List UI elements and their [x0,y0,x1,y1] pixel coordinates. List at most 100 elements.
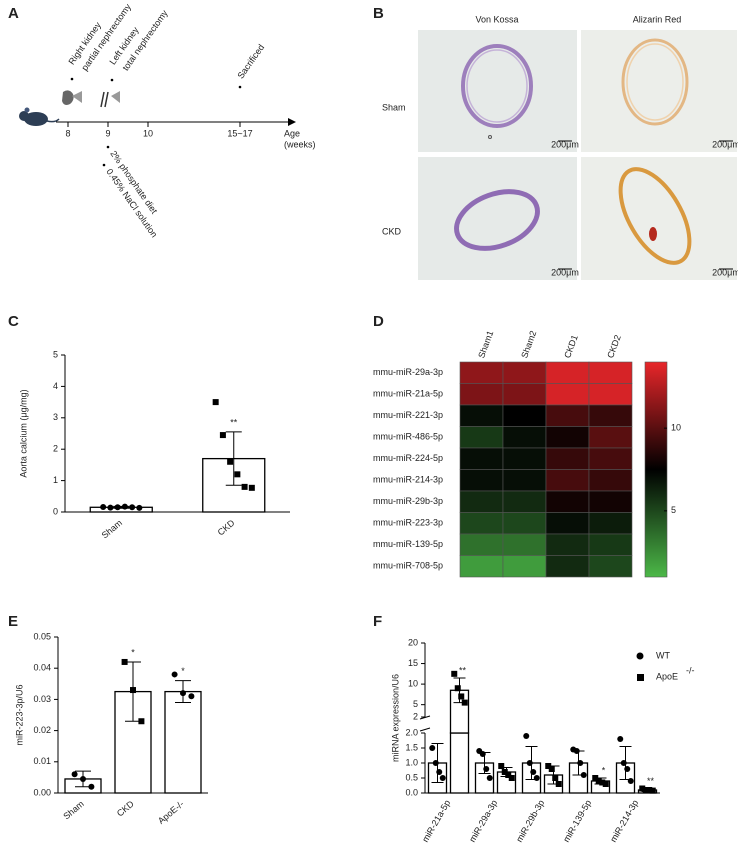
heatmap-cell [588,512,633,535]
x-tick-label: Sham [100,518,124,541]
data-point [234,471,241,478]
heatmap-cell [545,404,590,427]
x-tick-label: miR-29b-3p [514,798,546,844]
data-point [548,766,555,772]
y-tick-label: 0.05 [33,631,51,641]
data-point [439,775,446,781]
y-tick-label: 0.5 [405,772,418,782]
y-tick-label: 0.00 [33,787,51,797]
x-tick-label: Sham [61,799,85,822]
data-point [599,779,606,786]
data-point [432,760,439,766]
timeline-tick-label: 8 [65,128,70,138]
scale-bar-label: 200μm [551,139,579,149]
data-point [429,745,436,751]
data-point [451,670,458,677]
heatmap-cell [545,361,590,384]
data-point [592,775,599,781]
data-point [580,772,587,778]
heatmap-cell [502,426,547,449]
x-tick-label: miR-21a-5p [420,798,452,844]
row-label: mmu-miR-221-3p [373,410,443,420]
column-label: CKD1 [562,334,580,360]
bar [164,690,202,794]
legend-label: ApoE [656,671,678,681]
data-point [508,775,515,781]
colorbar-tick-label: 5 [671,505,676,515]
data-point [595,778,602,784]
error-bar [225,431,242,486]
significance: * [602,765,606,775]
timeline-dot [102,163,106,167]
heatmap-cell [545,512,590,535]
heatmap-cell [588,383,633,406]
timeline-arrow [288,118,296,126]
timeline-tick-label: 9 [105,128,110,138]
heatmap-cell [588,533,633,556]
significance: ** [647,776,655,786]
data-point [498,763,505,769]
data-point [624,766,631,772]
y-tick-label: 3 [53,412,58,422]
y-tick-label: 0.0 [405,787,418,797]
data-point [620,760,627,766]
panel-label: F [373,613,382,630]
histology-image [581,30,737,152]
data-point [248,484,255,491]
heatmap-cell [502,512,547,535]
mouse-icon [19,107,60,126]
column-label: Sham1 [476,329,495,359]
heatmap-cell [545,490,590,513]
histology-image [418,30,577,152]
data-point [241,483,248,490]
data-point [227,458,234,465]
y-tick-label: 2 [413,711,418,721]
timeline-dot [70,77,74,81]
data-point [130,687,136,694]
timeline-tick-label: 15~17 [227,128,252,138]
heatmap-cell [459,447,504,470]
data-point [88,783,95,790]
y-tick-label: 0.04 [33,663,51,673]
row-label: mmu-miR-21a-5p [373,389,443,399]
heatmap-cell [588,447,633,470]
y-axis-label: Aorta calcium (μg/mg) [18,389,28,477]
kidney-icon [62,90,82,105]
data-point [555,781,562,787]
heatmap-cell [502,383,547,406]
data-point [639,785,646,792]
heatmap-cell [502,447,547,470]
timeline-axis-label: Age [284,128,300,138]
heatmap-cell [502,469,547,492]
y-tick-label: 10 [408,678,418,688]
data-point [80,775,86,782]
y-tick-label: 2.0 [405,727,418,737]
data-point [171,671,178,678]
data-point [486,775,493,781]
heatmap-cell [459,361,504,384]
data-point [129,504,136,511]
data-point [552,775,559,781]
significance: * [131,647,135,657]
y-tick-label: 1 [53,475,58,485]
panel-label: E [8,613,18,630]
data-point [627,778,634,784]
y-tick-label: 5 [53,349,58,359]
row-label: mmu-miR-708-5p [373,561,443,571]
heatmap-cell [459,426,504,449]
x-tick-label: miR-29a-3p [467,798,499,844]
scale-bar-label: 200μm [712,267,738,277]
y-tick-label: 1.0 [405,757,418,767]
data-point [523,733,530,739]
data-point [642,787,649,793]
data-point [138,718,145,725]
data-point [436,769,443,775]
histology-image [581,157,737,280]
y-tick-label: 1.5 [405,742,418,752]
data-point [454,685,461,692]
heatmap-cell [588,469,633,492]
y-tick-label: 0.01 [33,756,51,766]
heatmap-cell [545,469,590,492]
heatmap-cell [545,533,590,556]
